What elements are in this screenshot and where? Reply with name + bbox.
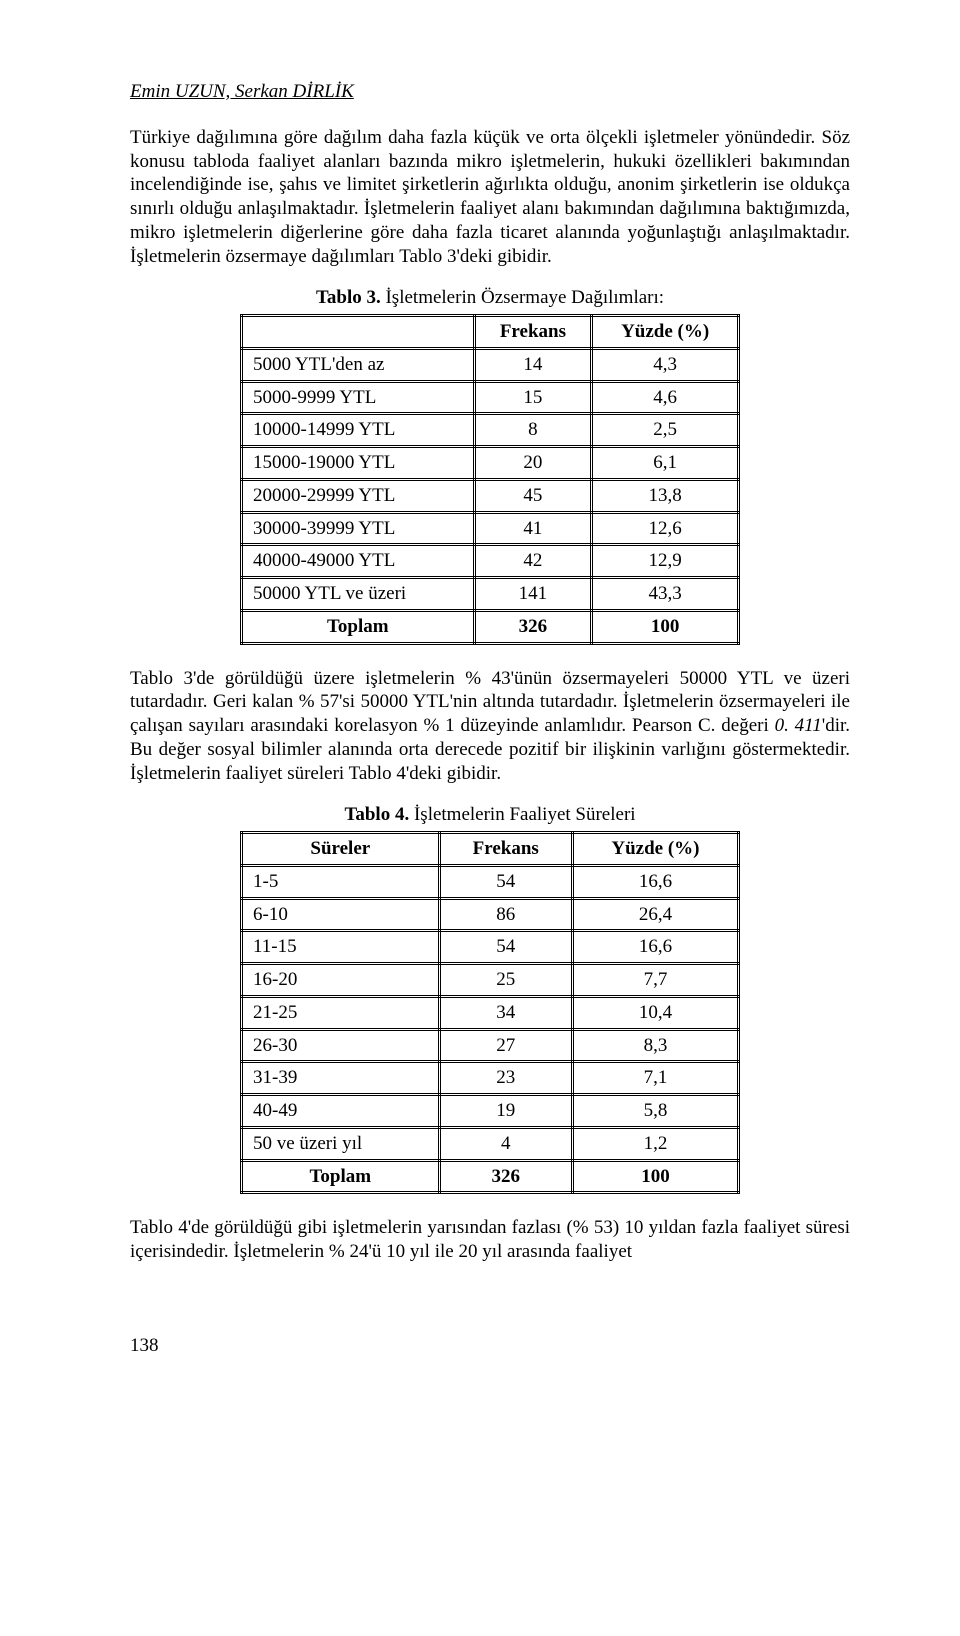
cell-label: 26-30 bbox=[242, 1029, 440, 1062]
cell-pct: 6,1 bbox=[592, 447, 739, 480]
paragraph-2: Tablo 3'de görüldüğü üzere işletmelerin … bbox=[130, 667, 850, 786]
cell-pct: 12,6 bbox=[592, 512, 739, 545]
table3-header-row: Frekans Yüzde (%) bbox=[242, 316, 739, 349]
table-row: 10000-14999 YTL82,5 bbox=[242, 414, 739, 447]
table-row: 40000-49000 YTL4212,9 bbox=[242, 545, 739, 578]
cell-freq: 34 bbox=[439, 996, 572, 1029]
paragraph-3: Tablo 4'de görüldüğü gibi işletmelerin y… bbox=[130, 1216, 850, 1264]
cell-label: 40-49 bbox=[242, 1095, 440, 1128]
cell-pct: 12,9 bbox=[592, 545, 739, 578]
cell-label: 40000-49000 YTL bbox=[242, 545, 475, 578]
cell-pct: 10,4 bbox=[572, 996, 738, 1029]
cell-freq: 15 bbox=[474, 381, 592, 414]
cell-pct: 8,3 bbox=[572, 1029, 738, 1062]
table4-caption-text: İşletmelerin Faaliyet Süreleri bbox=[409, 804, 635, 825]
cell-freq: 23 bbox=[439, 1062, 572, 1095]
cell-freq: 141 bbox=[474, 578, 592, 611]
paragraph-1: Türkiye dağılımına göre dağılım daha faz… bbox=[130, 126, 850, 269]
cell-freq: 14 bbox=[474, 348, 592, 381]
cell-freq: 19 bbox=[439, 1095, 572, 1128]
cell-freq: 86 bbox=[439, 898, 572, 931]
cell-label: 50000 YTL ve üzeri bbox=[242, 578, 475, 611]
cell-total-freq: 326 bbox=[439, 1160, 572, 1193]
table-row: 26-30278,3 bbox=[242, 1029, 739, 1062]
cell-label: 15000-19000 YTL bbox=[242, 447, 475, 480]
cell-pct: 7,7 bbox=[572, 964, 738, 997]
cell-total-freq: 326 bbox=[474, 610, 592, 643]
cell-pct: 13,8 bbox=[592, 479, 739, 512]
cell-freq: 42 bbox=[474, 545, 592, 578]
table3-caption-label: Tablo 3. bbox=[316, 287, 381, 308]
paragraph-2a: Tablo 3'de görüldüğü üzere işletmelerin … bbox=[130, 668, 850, 737]
table-row: 30000-39999 YTL4112,6 bbox=[242, 512, 739, 545]
cell-label: 11-15 bbox=[242, 931, 440, 964]
table-row: 11-155416,6 bbox=[242, 931, 739, 964]
table4-header-row: Süreler Frekans Yüzde (%) bbox=[242, 833, 739, 866]
cell-freq: 45 bbox=[474, 479, 592, 512]
table3-header-blank bbox=[242, 316, 475, 349]
table-row: 6-108626,4 bbox=[242, 898, 739, 931]
table-3: Frekans Yüzde (%) 5000 YTL'den az144,350… bbox=[240, 314, 740, 645]
cell-total-pct: 100 bbox=[592, 610, 739, 643]
cell-label: 5000-9999 YTL bbox=[242, 381, 475, 414]
table3-caption-text: İşletmelerin Özsermaye Dağılımları: bbox=[381, 287, 664, 308]
table4-header-sure: Süreler bbox=[242, 833, 440, 866]
page-number: 138 bbox=[130, 1334, 850, 1358]
table-row: 20000-29999 YTL4513,8 bbox=[242, 479, 739, 512]
pearson-value: 0. 411 bbox=[775, 715, 822, 736]
table-4: Süreler Frekans Yüzde (%) 1-55416,66-108… bbox=[240, 831, 740, 1194]
cell-total-label: Toplam bbox=[242, 1160, 440, 1193]
table3-caption: Tablo 3. İşletmelerin Özsermaye Dağılıml… bbox=[130, 286, 850, 310]
cell-label: 6-10 bbox=[242, 898, 440, 931]
cell-freq: 41 bbox=[474, 512, 592, 545]
cell-total-label: Toplam bbox=[242, 610, 475, 643]
table3-total-row: Toplam326100 bbox=[242, 610, 739, 643]
table-row: 5000 YTL'den az144,3 bbox=[242, 348, 739, 381]
table-row: 16-20257,7 bbox=[242, 964, 739, 997]
author-names: Emin UZUN, Serkan DİRLİK bbox=[130, 80, 850, 104]
cell-label: 5000 YTL'den az bbox=[242, 348, 475, 381]
cell-label: 16-20 bbox=[242, 964, 440, 997]
table4-total-row: Toplam326100 bbox=[242, 1160, 739, 1193]
cell-freq: 27 bbox=[439, 1029, 572, 1062]
cell-label: 31-39 bbox=[242, 1062, 440, 1095]
cell-freq: 8 bbox=[474, 414, 592, 447]
cell-pct: 4,6 bbox=[592, 381, 739, 414]
cell-freq: 25 bbox=[439, 964, 572, 997]
cell-label: 30000-39999 YTL bbox=[242, 512, 475, 545]
cell-label: 21-25 bbox=[242, 996, 440, 1029]
cell-pct: 5,8 bbox=[572, 1095, 738, 1128]
table4-caption-label: Tablo 4. bbox=[344, 804, 409, 825]
table4-header-freq: Frekans bbox=[439, 833, 572, 866]
cell-label: 50 ve üzeri yıl bbox=[242, 1127, 440, 1160]
cell-pct: 16,6 bbox=[572, 865, 738, 898]
cell-pct: 2,5 bbox=[592, 414, 739, 447]
cell-pct: 1,2 bbox=[572, 1127, 738, 1160]
table3-header-freq: Frekans bbox=[474, 316, 592, 349]
table-row: 1-55416,6 bbox=[242, 865, 739, 898]
cell-pct: 16,6 bbox=[572, 931, 738, 964]
table-row: 50 ve üzeri yıl41,2 bbox=[242, 1127, 739, 1160]
table4-header-pct: Yüzde (%) bbox=[572, 833, 738, 866]
table-row: 15000-19000 YTL206,1 bbox=[242, 447, 739, 480]
table-row: 40-49195,8 bbox=[242, 1095, 739, 1128]
cell-pct: 43,3 bbox=[592, 578, 739, 611]
table-row: 50000 YTL ve üzeri14143,3 bbox=[242, 578, 739, 611]
table-row: 31-39237,1 bbox=[242, 1062, 739, 1095]
table-row: 21-253410,4 bbox=[242, 996, 739, 1029]
cell-total-pct: 100 bbox=[572, 1160, 738, 1193]
cell-freq: 54 bbox=[439, 931, 572, 964]
cell-label: 1-5 bbox=[242, 865, 440, 898]
cell-freq: 20 bbox=[474, 447, 592, 480]
cell-pct: 26,4 bbox=[572, 898, 738, 931]
cell-pct: 7,1 bbox=[572, 1062, 738, 1095]
cell-label: 20000-29999 YTL bbox=[242, 479, 475, 512]
table3-header-pct: Yüzde (%) bbox=[592, 316, 739, 349]
table-row: 5000-9999 YTL154,6 bbox=[242, 381, 739, 414]
cell-freq: 4 bbox=[439, 1127, 572, 1160]
cell-freq: 54 bbox=[439, 865, 572, 898]
cell-pct: 4,3 bbox=[592, 348, 739, 381]
table4-caption: Tablo 4. İşletmelerin Faaliyet Süreleri bbox=[130, 803, 850, 827]
cell-label: 10000-14999 YTL bbox=[242, 414, 475, 447]
